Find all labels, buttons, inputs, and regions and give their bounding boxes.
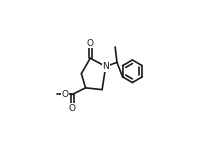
Text: O: O: [87, 39, 94, 48]
Text: O: O: [69, 103, 76, 113]
Text: O: O: [61, 90, 68, 99]
Text: N: N: [102, 62, 109, 71]
